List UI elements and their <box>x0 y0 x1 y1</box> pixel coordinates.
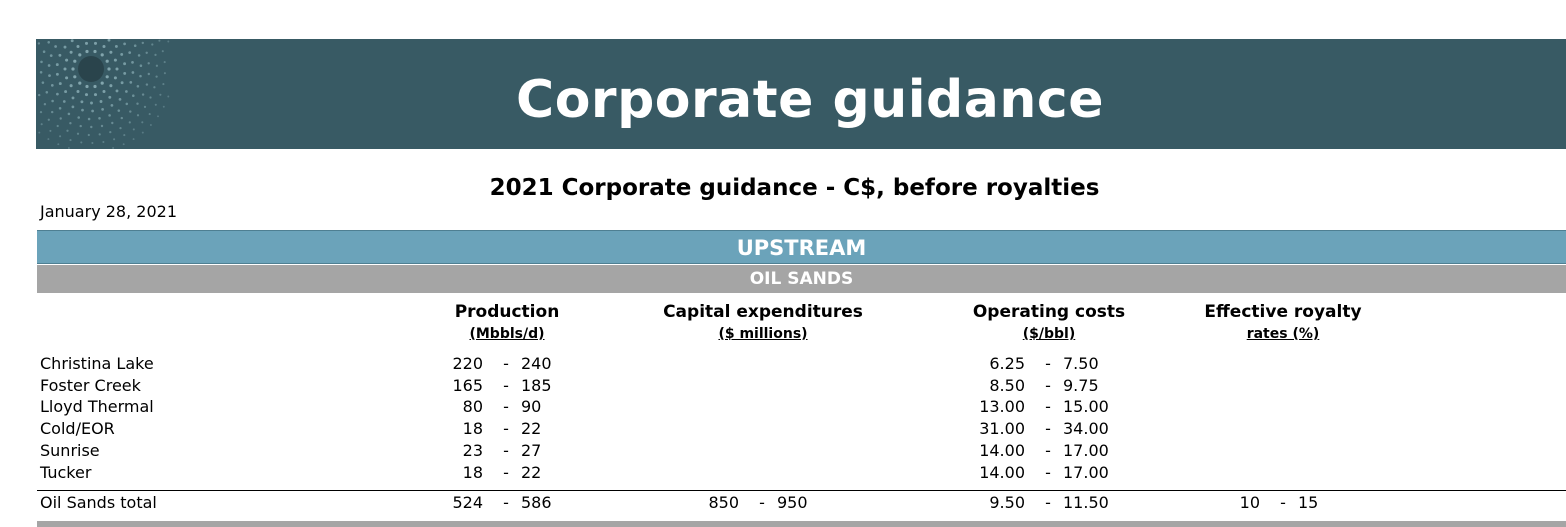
header-banner: Corporate guidance <box>36 39 1566 149</box>
range-low: 31.00 <box>979 419 1025 439</box>
range-low: 23 <box>462 440 483 460</box>
range-high: 950 <box>777 493 808 512</box>
range-dash: - <box>1045 440 1051 460</box>
report-date: January 28, 2021 <box>40 202 177 221</box>
range-high: 17.00 <box>1063 462 1109 482</box>
range-high: 586 <box>521 493 552 512</box>
column-header-royalty: Effective royalty rates (%) <box>1158 301 1408 345</box>
range-low: 524 <box>452 493 483 512</box>
range-high: 9.75 <box>1063 375 1099 395</box>
range-low: 220 <box>452 354 483 373</box>
row-name: Oil Sands total <box>40 493 157 512</box>
column-unit: ($ millions) <box>718 326 808 342</box>
row-name: Sunrise <box>40 440 100 460</box>
range-high: 7.50 <box>1063 354 1099 373</box>
range-dash: - <box>759 493 765 512</box>
range-high: 90 <box>521 397 542 417</box>
row-name: Lloyd Thermal <box>40 397 154 417</box>
range-dash: - <box>1045 493 1051 512</box>
column-header-operating-costs: Operating costs ($/bbl) <box>924 301 1174 345</box>
range-dash: - <box>1045 397 1051 417</box>
table-row: Sunrise 23-27 14.00-17.00 <box>0 440 1566 462</box>
row-name: Christina Lake <box>40 354 154 373</box>
row-name: Tucker <box>40 462 92 482</box>
range-low: 9.50 <box>989 493 1025 512</box>
column-unit: rates (%) <box>1246 326 1320 342</box>
range-high: 240 <box>521 354 552 373</box>
section-oil-sands: OIL SANDS <box>37 265 1566 293</box>
range-low: 18 <box>462 462 483 482</box>
report-subtitle: 2021 Corporate guidance - C$, before roy… <box>489 175 1100 201</box>
range-dash: - <box>1045 375 1051 395</box>
range-low: 14.00 <box>979 440 1025 460</box>
spiral-logo-icon <box>37 39 170 149</box>
range-low: 80 <box>462 397 483 417</box>
table-row: Foster Creek 165-185 8.50-9.75 <box>0 375 1566 397</box>
range-low: 8.50 <box>989 375 1025 395</box>
total-row: Oil Sands total 524 - 586 850 - 950 9.50… <box>0 492 1566 514</box>
range-dash: - <box>503 375 509 395</box>
range-low: 14.00 <box>979 462 1025 482</box>
column-unit: (Mbbls/d) <box>469 326 545 342</box>
page-title: Corporate guidance <box>516 70 1104 130</box>
range-low: 6.25 <box>989 354 1025 373</box>
bottom-divider-bar <box>37 521 1566 527</box>
range-high: 185 <box>521 375 552 395</box>
section-upstream: UPSTREAM <box>37 230 1566 264</box>
range-dash: - <box>503 493 509 512</box>
column-unit: ($/bbl) <box>1022 326 1076 342</box>
range-dash: - <box>503 397 509 417</box>
column-header-capex: Capital expenditures ($ millions) <box>613 301 913 345</box>
range-dash: - <box>1045 462 1051 482</box>
table-row: Tucker 18-22 14.00-17.00 <box>0 462 1566 484</box>
range-high: 34.00 <box>1063 419 1109 439</box>
table-row: Lloyd Thermal 80-90 13.00-15.00 <box>0 396 1566 418</box>
range-high: 22 <box>521 419 542 439</box>
column-title: Effective royalty <box>1204 302 1362 322</box>
range-dash: - <box>503 354 509 373</box>
column-title: Production <box>454 302 560 322</box>
row-name: Cold/EOR <box>40 419 115 439</box>
range-high: 11.50 <box>1063 493 1109 512</box>
range-high: 27 <box>521 440 542 460</box>
range-dash: - <box>503 419 509 439</box>
range-high: 22 <box>521 462 542 482</box>
range-dash: - <box>1280 493 1286 512</box>
range-low: 10 <box>1239 493 1260 512</box>
range-dash: - <box>1045 354 1051 373</box>
range-dash: - <box>503 462 509 482</box>
row-name: Foster Creek <box>40 375 141 395</box>
column-title: Capital expenditures <box>663 302 863 322</box>
table-row: Cold/EOR 18-22 31.00-34.00 <box>0 418 1566 440</box>
range-low: 18 <box>462 419 483 439</box>
table-row: Christina Lake 220-240 6.25-7.50 <box>0 353 1566 375</box>
range-low: 165 <box>452 375 483 395</box>
column-header-production: Production (Mbbls/d) <box>407 301 607 345</box>
range-high: 15 <box>1298 493 1319 512</box>
range-dash: - <box>1045 419 1051 439</box>
column-title: Operating costs <box>972 302 1126 322</box>
range-dash: - <box>503 440 509 460</box>
range-high: 15.00 <box>1063 397 1109 417</box>
range-high: 17.00 <box>1063 440 1109 460</box>
range-low: 13.00 <box>979 397 1025 417</box>
range-low: 850 <box>708 493 739 512</box>
total-divider <box>37 490 1566 491</box>
